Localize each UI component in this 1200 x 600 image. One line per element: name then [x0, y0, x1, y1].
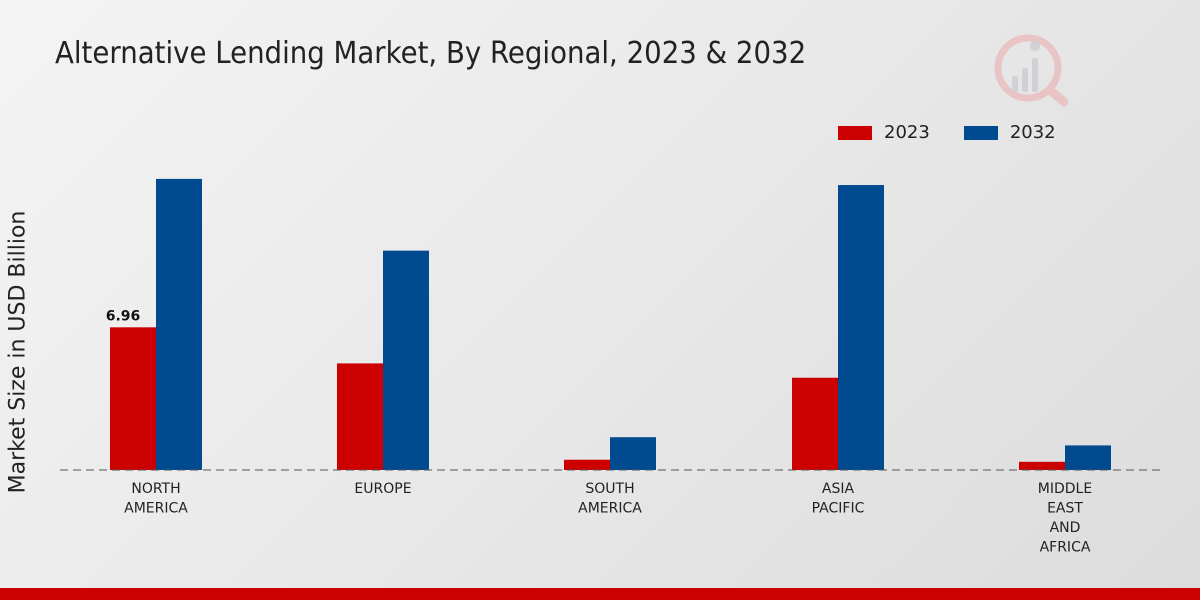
- data-label-0-0: 6.96: [106, 308, 141, 324]
- x-tick-label-4-2: AND: [1050, 520, 1081, 536]
- x-tick-label-1-0: EUROPE: [354, 481, 411, 497]
- x-tick-label-0-1: AMERICA: [124, 501, 188, 517]
- brand-logo-icon: [994, 34, 1069, 107]
- bar-2023-1: [337, 363, 383, 470]
- bar-2032-2: [610, 437, 656, 470]
- legend-item-2032: 2032: [963, 122, 1056, 143]
- bar-2023-3: [792, 377, 838, 470]
- x-tick-label-3-0: ASIA: [822, 481, 855, 497]
- legend-item-2023: 2023: [838, 122, 930, 143]
- bar-2032-0: [156, 178, 202, 470]
- bar-2032-1: [383, 250, 429, 470]
- x-tick-label-4-1: EAST: [1047, 501, 1083, 517]
- x-tick-label-2-0: SOUTH: [585, 481, 634, 497]
- footer-bar: [0, 588, 1200, 600]
- x-tick-label-0-0: NORTH: [131, 481, 180, 497]
- x-tick-label-4-3: AFRICA: [1040, 540, 1091, 556]
- chart-legend: 2023 2032: [838, 122, 1056, 143]
- legend-swatch-2032: [963, 125, 998, 140]
- legend-swatch-2023: [838, 125, 872, 140]
- chart-title: Alternative Lending Market, By Regional,…: [55, 36, 807, 71]
- x-tick-label-2-1: AMERICA: [578, 501, 642, 517]
- bar-2032-3: [838, 185, 884, 471]
- legend-label-2023: 2023: [884, 122, 930, 143]
- bar-2023-0: [110, 327, 156, 470]
- x-tick-label-3-1: PACIFIC: [812, 501, 865, 517]
- bar-2023-4: [1019, 461, 1065, 470]
- x-tick-label-4-0: MIDDLE: [1038, 481, 1092, 497]
- bar-2023-2: [564, 459, 610, 470]
- bar-2032-4: [1065, 445, 1111, 470]
- legend-label-2032: 2032: [1009, 122, 1056, 143]
